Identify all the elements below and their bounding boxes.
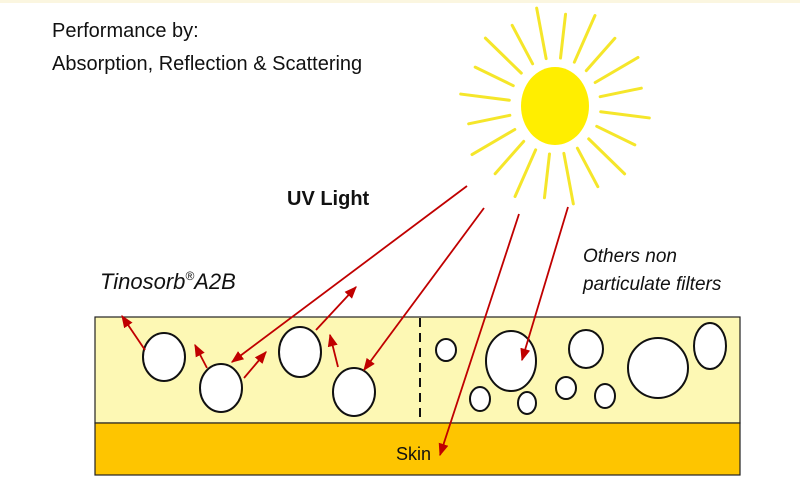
sun-ray <box>459 92 511 102</box>
light-arrow <box>363 207 485 372</box>
light-arrow <box>121 314 146 351</box>
light-arrow <box>438 213 520 457</box>
sun-ray <box>572 14 597 64</box>
uv-light-label: UV Light <box>287 188 370 210</box>
light-arrow <box>194 343 208 369</box>
sun-ray <box>493 139 526 176</box>
sun-ray <box>542 152 551 200</box>
particle <box>332 367 376 417</box>
others-label-line-2: particulate filters <box>582 274 722 295</box>
sun-ray <box>467 113 512 126</box>
skin-layer <box>94 422 741 476</box>
sun-rays <box>459 6 651 206</box>
sun-ray <box>593 55 640 84</box>
title-line-2: Absorption, Reflection & Scattering <box>52 53 362 75</box>
title-line-1: Performance by: <box>52 20 199 42</box>
sun-ray <box>473 65 515 88</box>
particle <box>594 383 616 409</box>
sun-ray <box>483 36 523 75</box>
particles <box>142 322 727 417</box>
particle <box>517 391 537 415</box>
particle <box>568 329 604 369</box>
skin-label: Skin <box>396 444 431 464</box>
sun-ray <box>587 137 627 176</box>
sun-icon <box>459 6 651 206</box>
particle <box>555 376 577 400</box>
sun-ray <box>470 128 517 157</box>
sun-ray <box>584 36 617 73</box>
sun-ray <box>598 86 643 99</box>
light-arrow <box>327 333 339 368</box>
tinosorb-label: Tinosorb®A2B <box>100 269 236 294</box>
others-label-line-1: Others non <box>583 246 677 267</box>
sun-ray <box>595 124 637 147</box>
sun-ray <box>535 6 548 61</box>
particle <box>485 330 537 392</box>
particle <box>278 326 322 378</box>
particle <box>199 363 243 413</box>
sun-disc <box>521 67 589 145</box>
sun-ray <box>559 12 568 60</box>
light-arrow <box>243 351 267 379</box>
top-border <box>0 0 800 3</box>
light-arrow <box>230 185 468 363</box>
light-arrow <box>520 206 569 362</box>
sun-ray <box>575 146 600 189</box>
light-arrow <box>315 286 357 331</box>
sun-ray <box>599 110 651 120</box>
sun-ray <box>562 151 575 206</box>
particle <box>435 338 457 362</box>
particle <box>693 322 727 370</box>
sun-ray <box>510 23 535 66</box>
sun-ray <box>513 148 538 198</box>
light-arrows <box>121 185 569 457</box>
particle <box>469 386 491 412</box>
particle <box>142 332 186 382</box>
particle <box>627 337 689 399</box>
